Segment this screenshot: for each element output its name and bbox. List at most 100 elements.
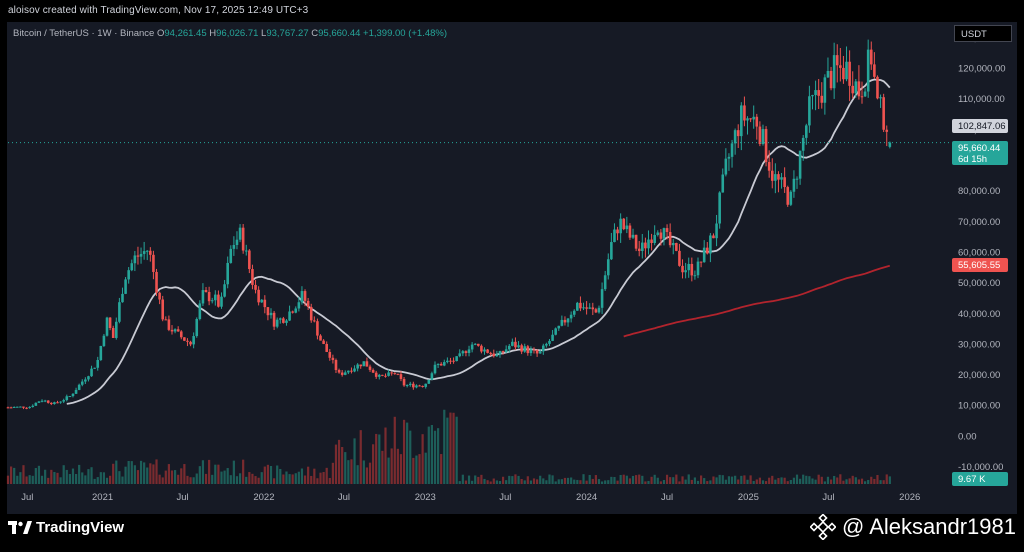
candle-body	[365, 361, 369, 367]
volume-bar	[730, 476, 734, 484]
candle-body	[108, 317, 112, 329]
candle-body	[238, 227, 242, 240]
volume-bar	[672, 477, 675, 484]
volume-bar	[167, 464, 170, 484]
candle-body	[34, 402, 38, 406]
volume-bar	[406, 422, 409, 484]
volume-bar	[294, 473, 297, 484]
candle-body	[492, 353, 496, 357]
volume-bar	[68, 474, 71, 484]
volume-bar	[93, 478, 96, 484]
volume-bar	[424, 452, 427, 484]
candle-body	[136, 255, 140, 257]
symbol-legend[interactable]: Bitcoin / TetherUS · 1W · Binance O94,26…	[13, 28, 447, 39]
volume-bar	[690, 479, 693, 484]
chart-pane[interactable]	[7, 22, 1017, 514]
volume-bar	[455, 416, 458, 484]
volume-bar	[347, 460, 350, 484]
candle-body	[257, 289, 260, 303]
candle-body	[427, 379, 431, 384]
volume-bar	[99, 472, 102, 484]
candle-body	[350, 370, 353, 372]
candle-body	[504, 349, 508, 353]
candle-body	[408, 383, 412, 386]
candle-body	[111, 328, 115, 338]
volume-bar	[198, 466, 201, 484]
candle-body	[80, 381, 84, 385]
candle-body	[576, 302, 579, 311]
volume-bar	[820, 476, 823, 484]
price-chart[interactable]: 130,000.00120,000.00110,000.00100,000.00…	[0, 0, 1024, 514]
candle-body	[170, 329, 174, 332]
volume-bar	[548, 474, 551, 484]
currency-button[interactable]: USDT	[954, 25, 1012, 42]
volume-bar	[591, 478, 594, 484]
candle-body	[300, 291, 304, 303]
candle-body	[130, 263, 134, 271]
candle-body	[217, 294, 220, 307]
volume-bar	[201, 460, 205, 484]
candle-body	[272, 312, 276, 327]
volume-bar	[372, 444, 375, 484]
candle-body	[631, 234, 635, 238]
volume-bar	[675, 474, 678, 484]
candle-body	[309, 306, 313, 321]
candle-body	[285, 320, 288, 323]
volume-bar	[409, 430, 412, 484]
candle-body	[783, 177, 786, 188]
y-axis-tick-label: 0.00	[958, 431, 977, 442]
volume-bar	[177, 474, 180, 484]
volume-bar	[257, 477, 260, 484]
candle-body	[439, 363, 443, 366]
volume-bar	[817, 474, 820, 484]
volume-bar	[183, 464, 186, 484]
candle-body	[863, 91, 867, 97]
candle-body	[461, 351, 465, 354]
candle-body	[678, 250, 681, 266]
candle-body	[353, 368, 356, 372]
volume-bar	[467, 475, 471, 484]
volume-bar	[665, 474, 669, 484]
volume-bar	[792, 477, 796, 484]
x-axis-tick-label: Jul	[177, 492, 189, 503]
candle-body	[12, 406, 16, 408]
candle-body	[832, 55, 836, 89]
volume-bar	[204, 473, 208, 484]
volume-bar	[136, 470, 140, 484]
candle-body	[860, 96, 864, 98]
volume-bar	[483, 478, 486, 484]
candle-body	[229, 248, 233, 263]
volume-bar	[356, 465, 359, 484]
candle-body	[869, 49, 873, 65]
volume-bar	[180, 468, 183, 484]
y-axis-tick-label: 30,000.00	[958, 339, 1000, 350]
candle-body	[396, 373, 400, 375]
candle-body	[37, 401, 41, 403]
candle-body	[195, 318, 199, 337]
candle-body	[297, 302, 301, 309]
volume-bar	[381, 450, 384, 484]
candle-body	[53, 402, 56, 405]
candle-body	[780, 177, 783, 180]
volume-bar	[56, 472, 59, 484]
candle-body	[603, 275, 607, 290]
legend-close-value: 95,660.44	[318, 28, 361, 39]
ma-long-price-tag: 55,605.55	[952, 258, 1008, 272]
volume-bar	[709, 480, 712, 484]
volume-bar	[378, 434, 381, 484]
candle-body	[22, 406, 25, 408]
candle-body	[770, 170, 774, 181]
volume-bar	[232, 460, 235, 484]
volume-bar	[492, 478, 495, 484]
volume-bar	[282, 474, 285, 484]
candle-body	[433, 364, 437, 374]
symbol-title[interactable]: Bitcoin / TetherUS · 1W · Binance	[13, 28, 155, 39]
x-axis-tick-label: Jul	[499, 492, 511, 503]
candle-body	[498, 351, 502, 355]
candle-body	[226, 262, 229, 285]
volume-bar	[613, 477, 616, 484]
candle-body	[501, 351, 505, 353]
candle-body	[263, 299, 267, 308]
volume-bar	[399, 454, 403, 484]
candle-body	[173, 329, 177, 332]
